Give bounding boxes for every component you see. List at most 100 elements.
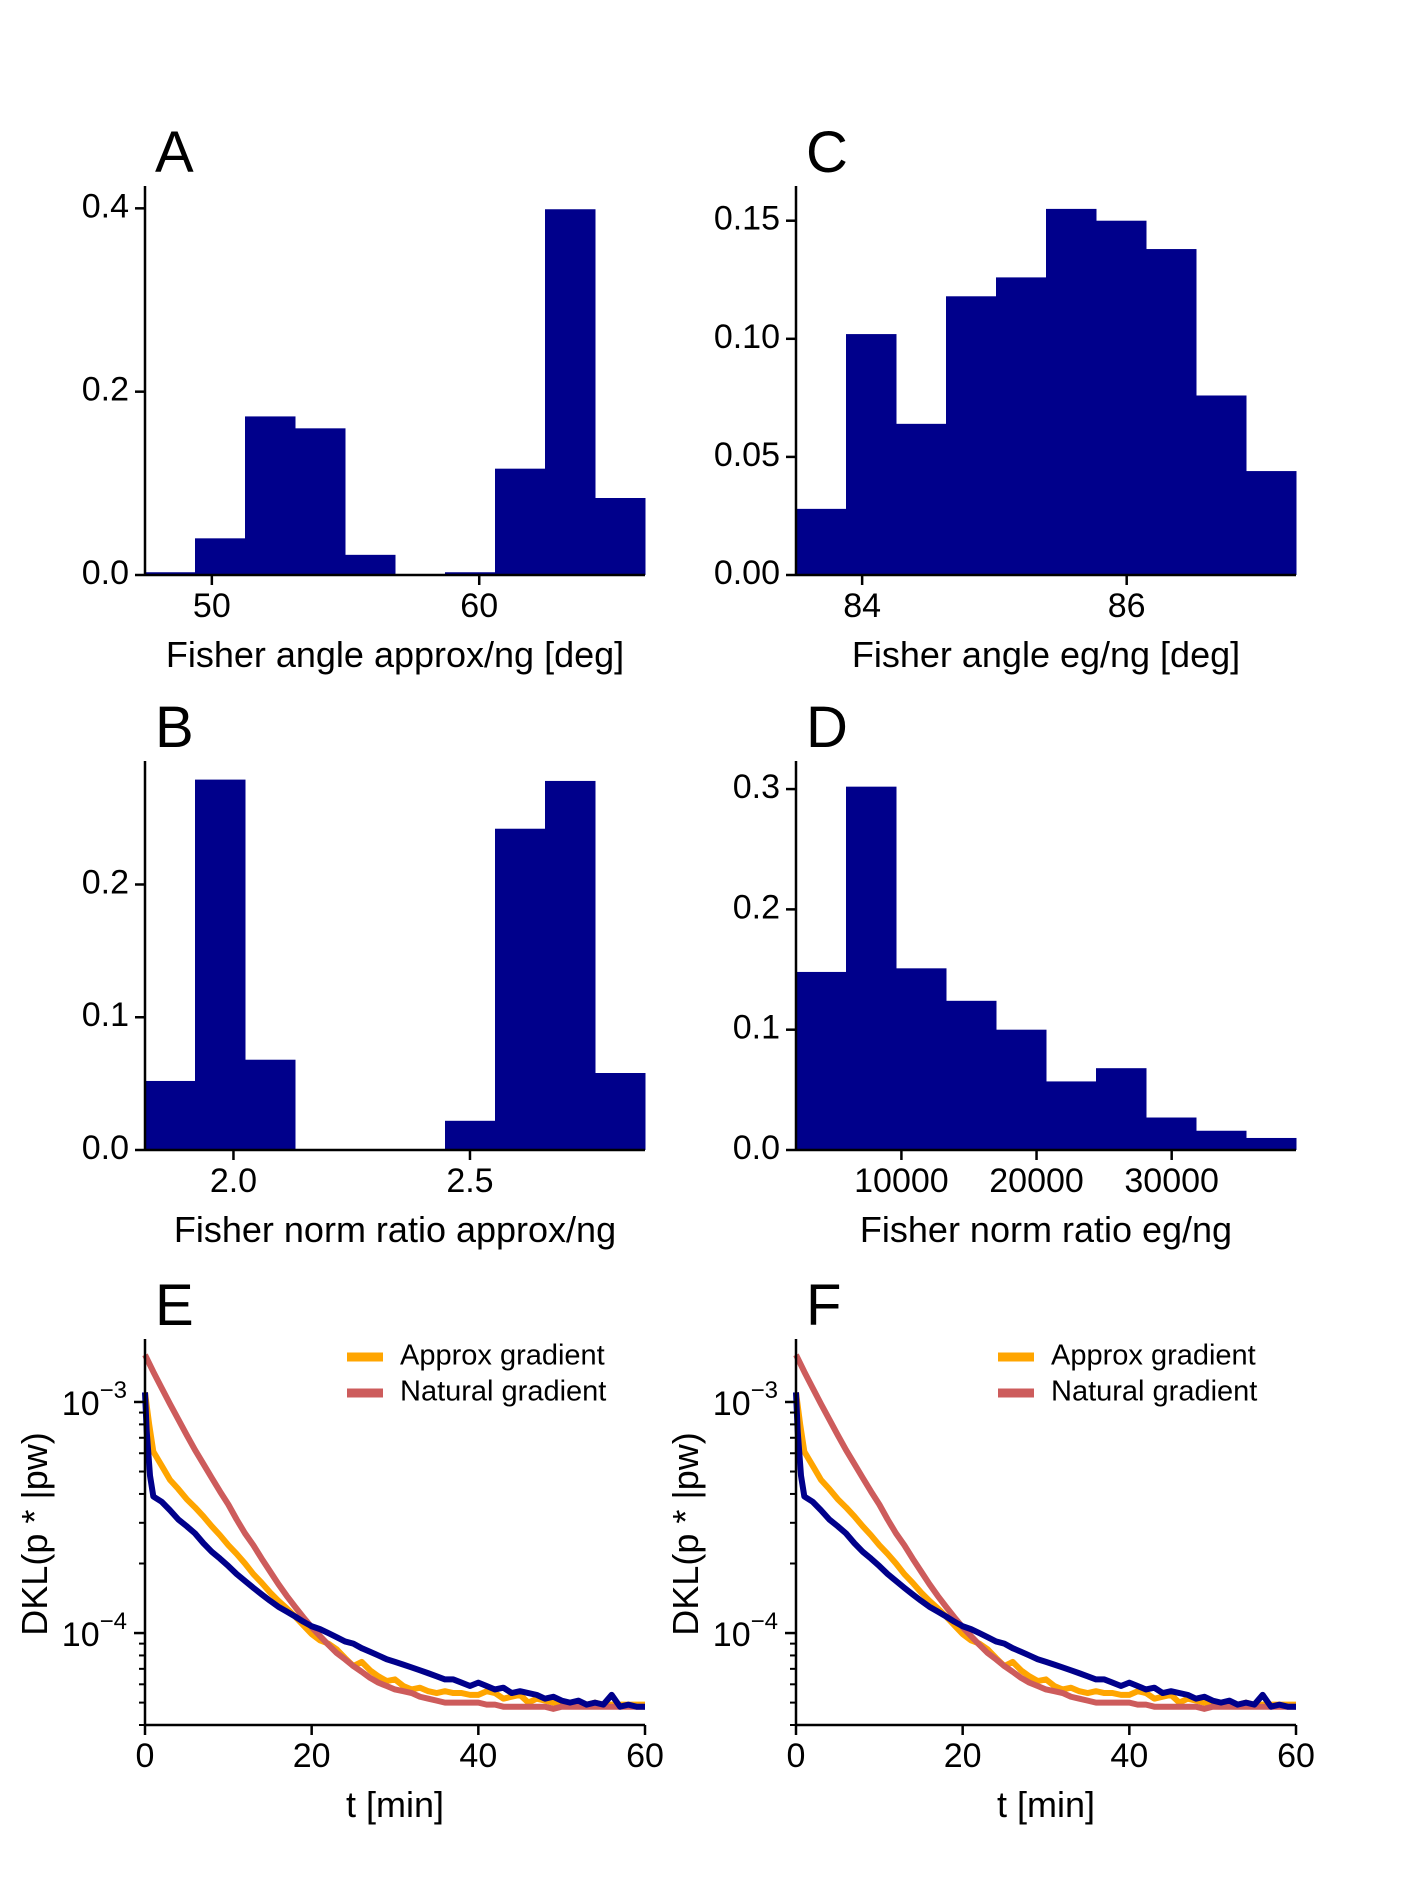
y-tick-label: 0.00 <box>714 554 780 592</box>
panel-b: B 2.0 2.5 0.0 0.1 0.2 Fisher norm ratio approx… <box>82 695 646 1250</box>
y-tick-label: 0.0 <box>82 1129 129 1167</box>
y-tick-label: 0.0 <box>733 1129 780 1167</box>
panel-label-e: E <box>155 1273 194 1338</box>
histogram-bar <box>595 498 646 575</box>
histogram-bar <box>245 416 296 575</box>
histogram-bar <box>1096 220 1147 576</box>
x-tick-label: 86 <box>1108 587 1146 625</box>
y-tick-label: 0.15 <box>714 200 780 238</box>
panel-label-c: C <box>806 120 848 185</box>
x-tick-label: 20000 <box>989 1162 1084 1200</box>
x-tick-label: 2.5 <box>446 1162 493 1200</box>
y-tick-label: 10−3 <box>713 1377 778 1423</box>
histogram-bar <box>1046 208 1097 576</box>
histogram-bar <box>445 572 496 575</box>
panel-label-f: F <box>806 1273 841 1338</box>
x-tick-label: 50 <box>193 587 231 625</box>
x-tick-label: 20 <box>293 1737 331 1775</box>
y-tick-label: 0.0 <box>82 554 129 592</box>
y-tick-label: 0.2 <box>82 863 129 901</box>
y-tick-label: 0.4 <box>82 187 129 225</box>
x-axis-label: Fisher angle eg/ng [deg] <box>852 634 1240 675</box>
panel-c: C 84 86 0.00 0.05 0.10 0.15 Fisher angle eg/ng … <box>714 120 1297 675</box>
panel-d: D 10000 20000 30000 0.0 0.1 0.2 0.3 Fisher norm … <box>733 695 1297 1250</box>
histogram-bar <box>495 828 546 1150</box>
x-axis-label: t [min] <box>997 1784 1095 1825</box>
panel-label-a: A <box>155 120 194 185</box>
histogram-bar <box>195 538 246 575</box>
histogram-bar <box>245 1059 296 1150</box>
series-line-unlabeled <box>793 1392 1296 1710</box>
histogram-bar <box>1196 395 1247 575</box>
x-tick-label: 20 <box>944 1737 982 1775</box>
histogram-bar <box>1196 1130 1247 1150</box>
x-axis-label: t [min] <box>346 1784 444 1825</box>
panel-label-d: D <box>806 695 848 760</box>
series-line-natural-gradient <box>142 1353 645 1712</box>
x-tick-label: 60 <box>460 587 498 625</box>
y-tick-label: 0.2 <box>733 888 780 926</box>
bars <box>145 779 646 1150</box>
histogram-bar <box>896 968 947 1150</box>
histogram-bar <box>195 779 246 1150</box>
x-tick-label: 40 <box>459 1737 497 1775</box>
x-axis-label: Fisher angle approx/ng [deg] <box>166 634 624 675</box>
y-tick-label: 0.3 <box>733 768 780 806</box>
y-tick-label: 0.05 <box>714 436 780 474</box>
panel-f: F Approx gradient Natural gradient 0 20 40 60 1… <box>665 1273 1315 1825</box>
x-tick-label: 0 <box>136 1737 155 1775</box>
x-tick-label: 40 <box>1110 1737 1148 1775</box>
y-tick-label: 10−3 <box>62 1377 127 1423</box>
histogram-bar <box>295 428 346 575</box>
histogram-bar <box>545 780 596 1150</box>
series-line-unlabeled <box>142 1392 645 1710</box>
histogram-bar <box>545 209 596 575</box>
series-lines <box>793 1353 1296 1712</box>
histogram-bar <box>145 572 196 575</box>
histogram-bar <box>1046 1081 1097 1150</box>
x-tick-label: 84 <box>843 587 881 625</box>
legend: Approx gradient Natural gradient <box>998 1340 1257 1408</box>
histogram-bar <box>1146 1117 1197 1150</box>
bars <box>796 208 1297 576</box>
panel-label-b: B <box>155 695 194 760</box>
legend-entry: Approx gradient <box>400 1340 605 1372</box>
histogram-bar <box>996 1029 1047 1150</box>
legend-entry: Natural gradient <box>400 1376 606 1408</box>
y-axis-label: DKL(p * |pw) <box>14 1432 55 1635</box>
histogram-bar <box>1096 1068 1147 1150</box>
histogram-bar <box>345 554 396 575</box>
legend: Approx gradient Natural gradient <box>347 1340 606 1408</box>
histogram-bar <box>846 786 897 1150</box>
y-tick-label: 0.1 <box>733 1009 780 1047</box>
x-tick-label: 10000 <box>854 1162 949 1200</box>
x-tick-label: 60 <box>626 1737 664 1775</box>
x-tick-label: 2.0 <box>210 1162 257 1200</box>
histogram-bar <box>946 296 997 575</box>
histogram-bar <box>846 334 897 575</box>
histogram-bar <box>495 468 546 575</box>
y-tick-label: 0.2 <box>82 371 129 409</box>
panel-a: A 50 60 0.0 0.2 0.4 Fisher angle approx/ng [de… <box>82 120 646 675</box>
legend-entry: Approx gradient <box>1051 1340 1256 1372</box>
x-tick-label: 30000 <box>1124 1162 1219 1200</box>
histogram-bar <box>595 1073 646 1150</box>
y-tick-label: 10−4 <box>713 1608 778 1654</box>
histogram-bar <box>796 971 847 1150</box>
legend-entry: Natural gradient <box>1051 1376 1257 1408</box>
histogram-bar <box>445 1120 496 1150</box>
bars <box>145 209 646 575</box>
panel-e: E Approx gradient Natural gradient 0 20 40 60 1… <box>14 1273 664 1825</box>
x-axis-label: Fisher norm ratio eg/ng <box>860 1209 1232 1250</box>
bars <box>796 786 1297 1150</box>
series-line-natural-gradient <box>793 1353 1296 1712</box>
histogram-bar <box>896 423 947 575</box>
histogram-bar <box>1246 471 1297 575</box>
histogram-bar <box>946 1000 997 1150</box>
y-tick-label: 0.1 <box>82 996 129 1034</box>
x-tick-label: 0 <box>787 1737 806 1775</box>
histogram-bar <box>1146 249 1197 575</box>
series-lines <box>142 1353 645 1712</box>
x-tick-label: 60 <box>1277 1737 1315 1775</box>
